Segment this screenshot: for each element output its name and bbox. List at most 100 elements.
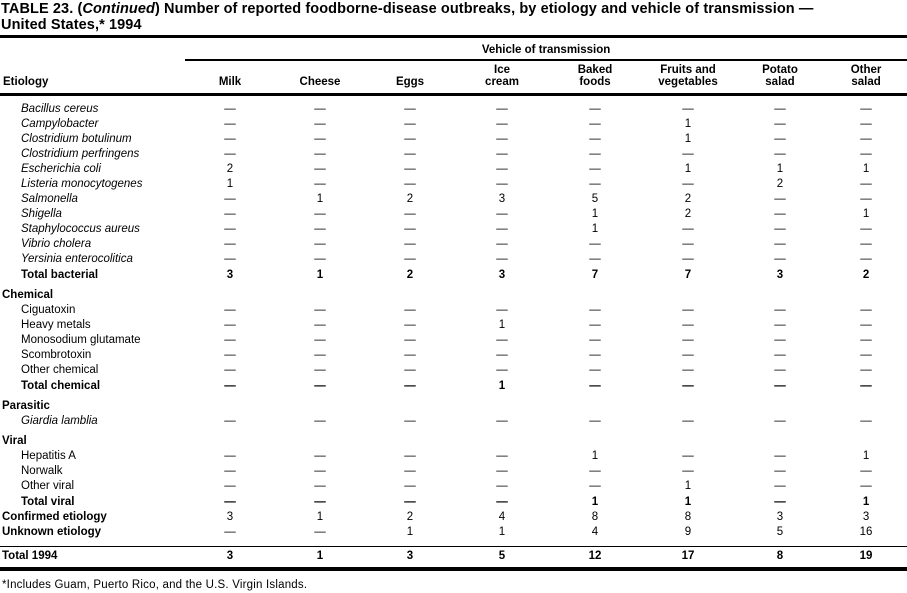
row-value: — xyxy=(589,237,601,250)
row-value: — xyxy=(682,363,694,376)
title-part3: United States,* 1994 xyxy=(1,16,142,33)
table-row: Unknown etiology — — 1 1 4 9 5 16 xyxy=(0,524,907,539)
row-value: — xyxy=(404,303,416,316)
row-value: 5 xyxy=(591,192,599,205)
table-row xyxy=(0,539,907,547)
row-value: — xyxy=(682,102,694,115)
row-value: — xyxy=(404,363,416,376)
row-label: Unknown etiology xyxy=(2,525,102,538)
row-value: 2 xyxy=(226,162,234,175)
row-value: — xyxy=(589,177,601,190)
row-value: — xyxy=(404,102,416,115)
row-value: 8 xyxy=(591,510,599,523)
row-value: — xyxy=(682,177,694,190)
row-value: — xyxy=(496,177,508,190)
etiology-column-header: Etiology xyxy=(0,59,185,96)
row-label: Listeria monocytogenes xyxy=(21,177,143,190)
row-value: — xyxy=(774,379,786,392)
row-value: 4 xyxy=(591,525,599,538)
row-value: — xyxy=(774,495,786,508)
row-value: — xyxy=(774,192,786,205)
row-value: 2 xyxy=(862,268,870,281)
row-value: — xyxy=(314,333,326,346)
row-label: Confirmed etiology xyxy=(2,510,107,523)
row-value: — xyxy=(774,479,786,492)
row-label: Viral xyxy=(2,434,27,447)
row-value: — xyxy=(496,237,508,250)
row-value: — xyxy=(589,414,601,427)
row-value: 1 xyxy=(862,449,870,462)
row-value: — xyxy=(404,318,416,331)
row-value: — xyxy=(589,252,601,265)
row-value: — xyxy=(860,252,872,265)
table-row: Clostridium perfringens — — — — — — — — xyxy=(0,146,907,161)
row-value: — xyxy=(314,132,326,145)
row-value: — xyxy=(774,303,786,316)
row-label: Ciguatoxin xyxy=(21,303,76,316)
row-label: Clostridium perfringens xyxy=(21,147,140,160)
row-value: — xyxy=(224,237,236,250)
row-value: 2 xyxy=(684,192,692,205)
row-value: 1 xyxy=(316,192,324,205)
table-row: Total bacterial 3 1 2 3 7 7 3 2 xyxy=(0,266,907,282)
row-value: 1 xyxy=(684,162,692,175)
table-row: Salmonella — 1 2 3 5 2 — — xyxy=(0,191,907,206)
row-label: Salmonella xyxy=(21,192,78,205)
table-row: Ciguatoxin — — — — — — — — xyxy=(0,302,907,317)
row-value: — xyxy=(496,207,508,220)
row-value: 1 xyxy=(591,207,599,220)
row-value: — xyxy=(589,303,601,316)
row-label: Other viral xyxy=(21,479,75,492)
row-value: — xyxy=(224,525,236,538)
row-value: — xyxy=(682,318,694,331)
row-label: Clostridium botulinum xyxy=(21,132,132,145)
row-value: 5 xyxy=(776,525,784,538)
row-value: — xyxy=(314,318,326,331)
outbreaks-table: Vehicle of transmission Etiology Milk Ch… xyxy=(0,38,907,571)
row-value: — xyxy=(404,177,416,190)
row-label: Escherichia coli xyxy=(21,162,101,175)
row-value: — xyxy=(860,379,872,392)
row-value: 3 xyxy=(226,510,234,523)
table-row: Heavy metals — — — 1 — — — — xyxy=(0,317,907,332)
row-value: — xyxy=(589,464,601,477)
row-value: — xyxy=(404,464,416,477)
row-value: — xyxy=(682,414,694,427)
row-value: — xyxy=(314,207,326,220)
row-value: — xyxy=(589,348,601,361)
row-value: — xyxy=(774,363,786,376)
row-label: Campylobacter xyxy=(21,117,99,130)
row-label: Total viral xyxy=(21,495,75,508)
row-value: — xyxy=(314,177,326,190)
row-value: — xyxy=(682,379,694,392)
row-value: 7 xyxy=(684,268,692,281)
row-value: — xyxy=(589,132,601,145)
row-value: — xyxy=(774,222,786,235)
row-value: — xyxy=(682,222,694,235)
row-value: 3 xyxy=(776,268,784,281)
row-value: — xyxy=(774,207,786,220)
row-value: 12 xyxy=(549,546,641,571)
row-value: — xyxy=(774,348,786,361)
row-value: — xyxy=(224,333,236,346)
row-value: — xyxy=(860,177,872,190)
row-value: — xyxy=(314,525,326,538)
row-value: — xyxy=(404,162,416,175)
row-value: — xyxy=(860,318,872,331)
row-value: 1 xyxy=(684,479,692,492)
row-value: — xyxy=(774,237,786,250)
row-value: — xyxy=(314,479,326,492)
row-value: — xyxy=(682,147,694,160)
column-header-eggs: Eggs xyxy=(365,59,455,96)
row-label: Scombrotoxin xyxy=(21,348,92,361)
row-value: — xyxy=(224,117,236,130)
column-header-potato-salad: Potato salad xyxy=(735,59,825,96)
row-value: — xyxy=(860,303,872,316)
table-row: Escherichia coli 2 — — — — 1 1 1 xyxy=(0,161,907,176)
row-value: — xyxy=(314,414,326,427)
row-value: — xyxy=(404,479,416,492)
row-value: 1 xyxy=(684,495,692,508)
row-value: — xyxy=(774,102,786,115)
row-value: — xyxy=(314,102,326,115)
row-value: — xyxy=(224,207,236,220)
